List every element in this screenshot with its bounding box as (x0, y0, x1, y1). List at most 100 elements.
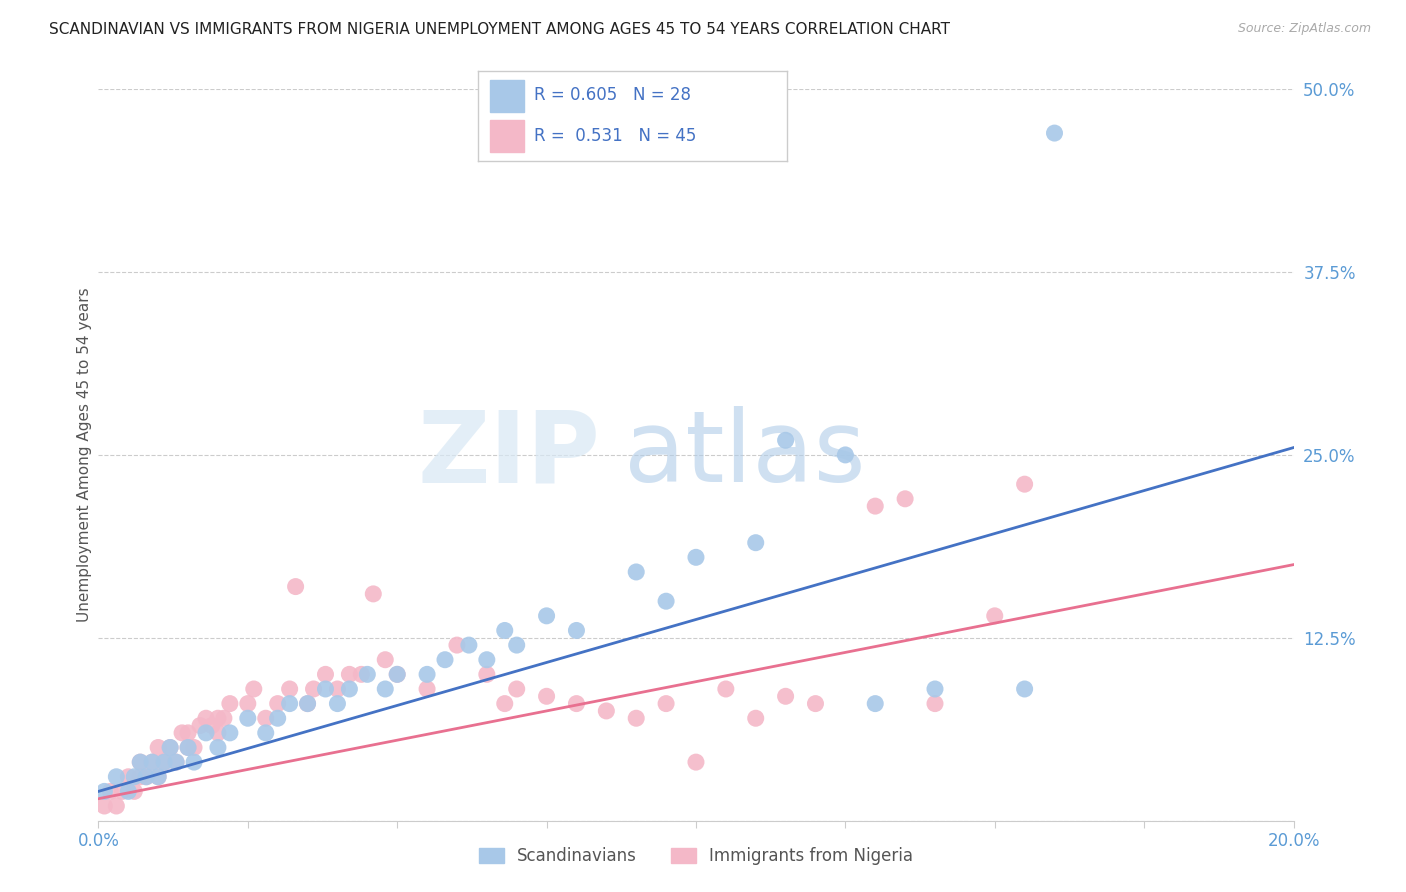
Point (117, 784, 139, 798)
Point (129, 755, 152, 769)
Point (1014, 681, 1036, 696)
Point (165, 755, 187, 769)
Point (374, 653, 396, 667)
Point (201, 718, 224, 732)
Point (363, 587, 385, 601)
Point (350, 667, 373, 681)
Point (93, 784, 115, 798)
Point (188, 718, 211, 732)
Point (302, 681, 325, 696)
Point (153, 755, 176, 769)
Point (98, 784, 122, 798)
Point (183, 740, 205, 755)
Point (177, 726, 200, 740)
Point (267, 697, 290, 711)
Point (565, 624, 588, 638)
Point (685, 755, 707, 769)
Point (297, 697, 319, 711)
Point (207, 740, 229, 755)
Y-axis label: Unemployment Among Ages 45 to 54 years: Unemployment Among Ages 45 to 54 years (77, 287, 91, 623)
Point (236, 697, 259, 711)
Point (494, 624, 516, 638)
Point (775, 690, 797, 704)
Point (984, 608, 1007, 623)
Point (458, 638, 481, 652)
Point (117, 770, 139, 784)
Point (475, 667, 498, 681)
Point (924, 697, 946, 711)
Point (159, 740, 181, 755)
Point (135, 770, 157, 784)
Point (195, 711, 218, 725)
Text: ZIP: ZIP (418, 407, 600, 503)
Point (434, 653, 457, 667)
Point (1043, 126, 1066, 140)
Point (494, 697, 516, 711)
Point (141, 755, 163, 769)
Point (148, 740, 170, 755)
Point (148, 770, 170, 784)
Point (141, 755, 163, 769)
Point (177, 740, 200, 755)
Point (1014, 477, 1036, 491)
Point (129, 770, 152, 784)
Point (745, 535, 768, 549)
Point (212, 711, 235, 725)
Text: R =  0.531   N = 45: R = 0.531 N = 45 (534, 127, 696, 145)
Point (536, 690, 558, 704)
Legend: Scandinavians, Immigrants from Nigeria: Scandinavians, Immigrants from Nigeria (479, 847, 912, 865)
Point (278, 697, 301, 711)
Point (135, 770, 157, 784)
Point (834, 448, 856, 462)
Point (506, 681, 529, 696)
Point (315, 681, 337, 696)
Point (326, 681, 349, 696)
Point (865, 697, 887, 711)
Point (595, 704, 617, 718)
Point (924, 681, 946, 696)
Point (278, 681, 301, 696)
Point (219, 726, 242, 740)
Point (111, 784, 134, 798)
Point (475, 653, 498, 667)
Point (124, 784, 146, 798)
Point (207, 726, 229, 740)
Point (356, 667, 378, 681)
Point (105, 799, 128, 814)
Point (219, 697, 242, 711)
Point (446, 638, 468, 652)
Bar (491, 120, 524, 152)
Point (685, 550, 707, 565)
Text: Source: ZipAtlas.com: Source: ZipAtlas.com (1237, 22, 1371, 36)
Point (172, 726, 194, 740)
Point (254, 711, 277, 725)
Point (284, 580, 307, 594)
Point (745, 711, 768, 725)
Point (105, 770, 128, 784)
Point (655, 594, 678, 608)
Point (243, 681, 266, 696)
Point (775, 434, 797, 448)
Text: R = 0.605   N = 28: R = 0.605 N = 28 (534, 87, 690, 104)
Point (254, 726, 277, 740)
Point (374, 681, 396, 696)
Point (626, 565, 648, 579)
Point (267, 711, 290, 725)
Point (315, 667, 337, 681)
Text: atlas: atlas (624, 407, 866, 503)
Point (804, 697, 827, 711)
Point (148, 770, 170, 784)
Point (416, 681, 439, 696)
Point (385, 667, 409, 681)
Point (506, 638, 529, 652)
Point (626, 711, 648, 725)
Point (177, 740, 200, 755)
Point (93, 799, 115, 814)
Point (195, 726, 218, 740)
Point (236, 711, 259, 725)
Point (416, 667, 439, 681)
Point (124, 770, 146, 784)
Point (385, 667, 409, 681)
Point (339, 667, 361, 681)
Text: SCANDINAVIAN VS IMMIGRANTS FROM NIGERIA UNEMPLOYMENT AMONG AGES 45 TO 54 YEARS C: SCANDINAVIAN VS IMMIGRANTS FROM NIGERIA … (49, 22, 950, 37)
